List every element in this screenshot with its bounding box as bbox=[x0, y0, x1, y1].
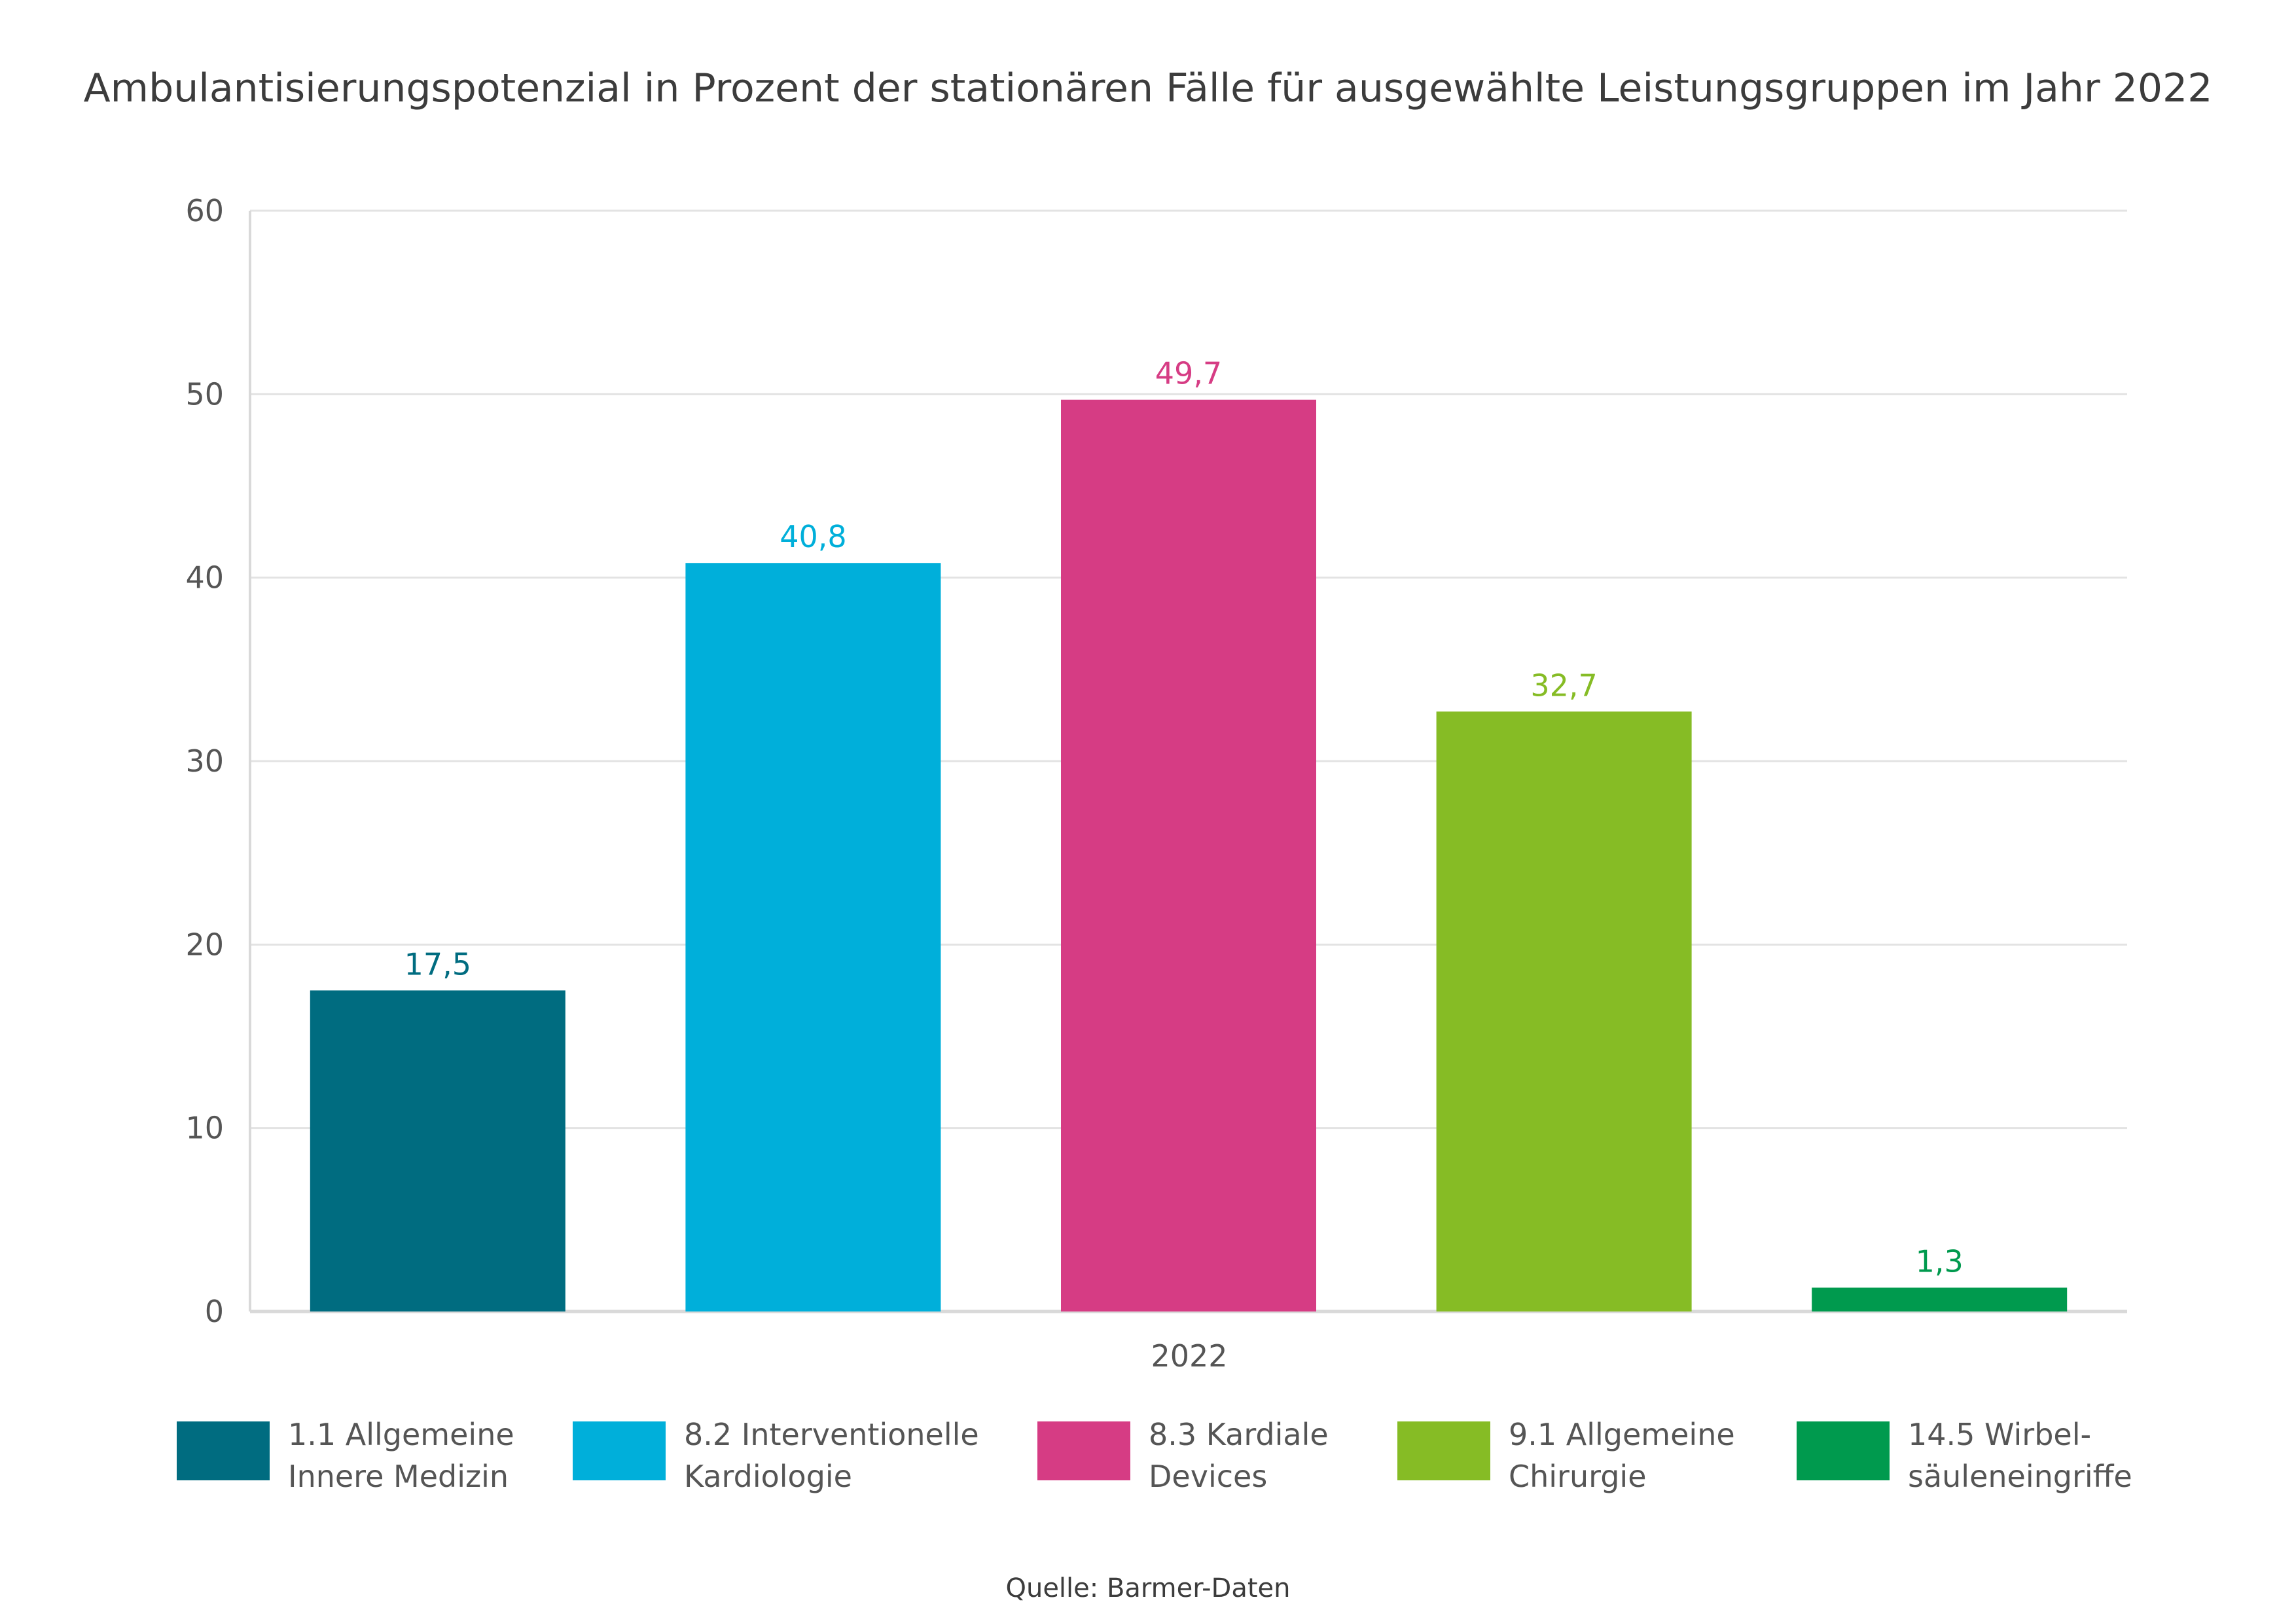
legend-label: 1.1 Allgemeine Innere Medizin bbox=[288, 1417, 514, 1494]
legend-label: 8.3 Kardiale Devices bbox=[1149, 1417, 1329, 1494]
bar bbox=[310, 990, 565, 1311]
bar bbox=[1812, 1287, 2068, 1311]
y-tick-label: 20 bbox=[185, 927, 224, 962]
legend: 1.1 Allgemeine Innere Medizin 8.2 Interve… bbox=[177, 1414, 2140, 1499]
legend-label: 14.5 Wirbel- säuleneingriffe bbox=[1908, 1417, 2132, 1494]
bar bbox=[685, 563, 941, 1311]
bar-value-label: 49,7 bbox=[1155, 356, 1222, 391]
legend-swatch bbox=[1797, 1421, 1890, 1480]
x-category-label: 2022 bbox=[1151, 1338, 1227, 1374]
legend-swatch bbox=[177, 1421, 270, 1480]
chart-title: Ambulantisierungspotenzial in Prozent de… bbox=[83, 65, 2213, 111]
bar-value-label: 1,3 bbox=[1916, 1244, 1964, 1279]
legend-swatch bbox=[573, 1421, 666, 1480]
legend-swatch bbox=[1397, 1421, 1490, 1480]
bar bbox=[1436, 711, 1692, 1311]
source-note: Quelle: Barmer-Daten bbox=[1005, 1573, 1291, 1603]
y-tick-label: 10 bbox=[185, 1111, 224, 1146]
bar-value-label: 40,8 bbox=[780, 519, 846, 554]
y-tick-label: 40 bbox=[185, 560, 224, 596]
bar-value-label: 32,7 bbox=[1530, 668, 1597, 703]
bars bbox=[310, 399, 2068, 1311]
legend-label: 9.1 Allgemeine Chirurgie bbox=[1509, 1417, 1735, 1494]
y-axis: 0 10 20 30 40 50 60 bbox=[185, 193, 251, 1329]
bar-labels: 17,5 40,8 49,7 32,7 1,3 bbox=[404, 356, 1964, 1279]
bar-value-label: 17,5 bbox=[404, 946, 471, 982]
y-tick-label: 0 bbox=[205, 1294, 224, 1329]
y-tick-label: 30 bbox=[185, 743, 224, 779]
y-tick-label: 60 bbox=[185, 193, 224, 228]
bar bbox=[1061, 399, 1316, 1311]
legend-label: 8.2 Interventionelle Kardiologie bbox=[684, 1417, 979, 1494]
legend-swatch bbox=[1037, 1421, 1130, 1480]
y-tick-label: 50 bbox=[185, 376, 224, 412]
